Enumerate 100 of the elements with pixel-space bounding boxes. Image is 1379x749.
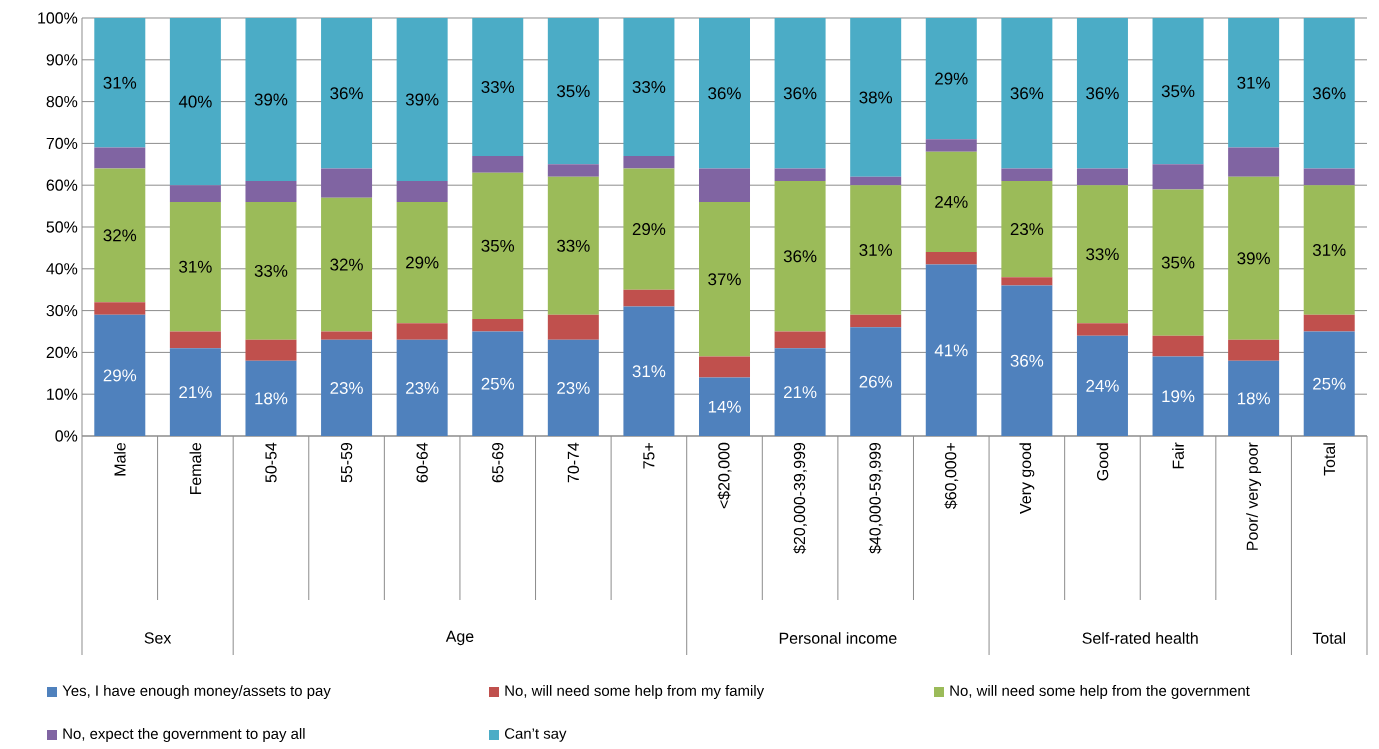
bar (1152, 356, 1204, 436)
bar (623, 155, 675, 169)
legend-label: Yes, I have enough money/assets to pay (62, 685, 331, 699)
bar (169, 348, 221, 436)
data-label: 18% (255, 392, 288, 405)
data-label: 32% (103, 229, 137, 242)
bar (245, 339, 297, 361)
data-label: 24% (1086, 379, 1119, 392)
x-tick-label: <$20,000 (717, 442, 732, 509)
data-label: 36% (708, 87, 741, 100)
bar (850, 327, 902, 436)
bar (472, 172, 524, 319)
data-label: 23% (557, 381, 590, 394)
text: Total (1312, 632, 1345, 644)
data-label: 18% (1237, 392, 1270, 405)
data-label: 25% (481, 377, 515, 390)
text: Personal income (779, 632, 897, 644)
data-label: 36% (1312, 87, 1346, 100)
bar (472, 331, 524, 436)
data-label: 32% (330, 258, 363, 271)
bar (1076, 335, 1128, 436)
bar (396, 201, 448, 324)
data-label: 33% (481, 80, 515, 93)
data-label: 39% (254, 93, 288, 106)
x-tick-label: Total (1323, 443, 1336, 476)
bar (472, 318, 524, 332)
x-tick-label: $40,000-59,999 (868, 442, 883, 554)
data-label: 31% (1237, 76, 1270, 89)
y-tick-label: 0% (55, 430, 78, 442)
y-tick-label: 20% (46, 346, 78, 359)
data-label: 40% (178, 95, 212, 108)
bar (623, 289, 675, 307)
y-tick-label: 60% (46, 179, 78, 191)
data-label: 25% (1313, 377, 1346, 390)
bar (1228, 176, 1280, 340)
data-label: 31% (632, 365, 666, 378)
bar (396, 18, 448, 182)
x-tick-label: $60,000+ (944, 443, 959, 509)
bar (1001, 18, 1053, 169)
data-label: 21% (179, 386, 212, 399)
bar (94, 302, 146, 315)
bar (1001, 168, 1053, 182)
y-tick-label: 80% (46, 95, 78, 108)
text: Self-rated health (1082, 632, 1198, 644)
bar (169, 331, 221, 349)
bar (547, 18, 599, 165)
bar (1152, 164, 1204, 190)
text: Sex (144, 632, 172, 644)
data-label: 33% (254, 264, 288, 277)
bar (699, 18, 750, 169)
bar (699, 201, 750, 357)
bar (94, 147, 146, 169)
bar (1303, 18, 1355, 169)
data-label: 36% (1010, 354, 1044, 367)
x-tick-label: 65-69 (492, 442, 504, 483)
data-label: 36% (330, 87, 363, 100)
bar (623, 168, 675, 290)
bar (925, 139, 977, 152)
bar (699, 168, 750, 202)
bar (925, 252, 977, 265)
x-tick-label: 50-54 (265, 442, 277, 483)
data-label: 29% (406, 256, 439, 269)
data-label: 36% (783, 250, 817, 263)
bar (396, 339, 448, 436)
y-tick-label: 30% (46, 304, 78, 317)
bar (699, 377, 750, 436)
data-label: 29% (935, 72, 968, 85)
bar (1228, 18, 1280, 148)
bar (1228, 147, 1280, 177)
bar (396, 181, 448, 202)
legend-label: No, will need some help from my family (505, 685, 765, 699)
bar (850, 176, 902, 186)
x-tick-label: 60-64 (416, 442, 428, 483)
bar (1001, 285, 1053, 436)
x-tick-label: $20,000-39,999 (793, 442, 808, 554)
x-tick-label: 55-59 (340, 442, 353, 483)
data-label: 31% (1312, 243, 1346, 256)
bar (1076, 323, 1128, 336)
bar (396, 323, 448, 340)
bar (774, 168, 826, 182)
bar (925, 264, 977, 436)
x-tick-label: Poor/ very poor (1246, 442, 1262, 550)
bar (321, 339, 373, 436)
data-label: 14% (708, 400, 741, 413)
bar (472, 18, 524, 156)
x-tick-label: Good (1096, 443, 1109, 481)
data-label: 35% (1161, 85, 1195, 98)
data-label: 29% (632, 223, 666, 236)
bar (1001, 277, 1053, 286)
bar (1152, 335, 1204, 357)
bar (850, 185, 902, 315)
bar (547, 176, 599, 315)
data-label: 35% (557, 85, 590, 98)
data-label: 23% (406, 381, 439, 394)
bar (472, 155, 524, 173)
legend-label: Can’t say (504, 728, 567, 742)
bar (1076, 185, 1128, 324)
data-label: 38% (859, 91, 893, 104)
y-tick-label: 90% (46, 54, 78, 66)
data-label: 33% (632, 80, 666, 93)
